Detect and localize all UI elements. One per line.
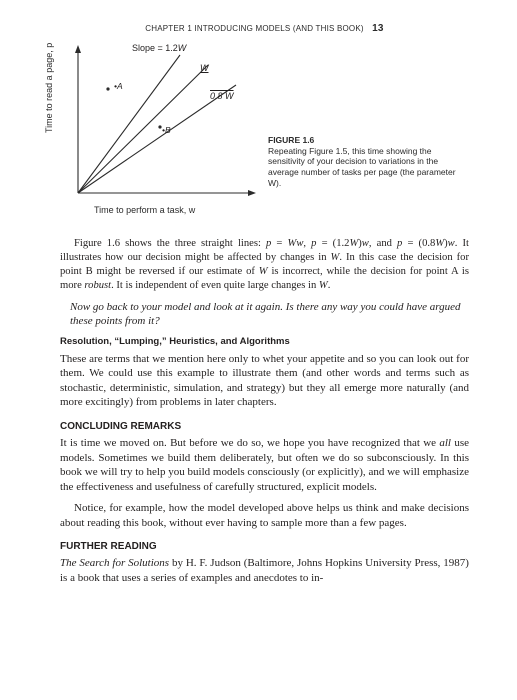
caption-body: Repeating Figure 1.5, this time showing … <box>268 146 456 188</box>
paragraph-3: It is time we moved on. But before we do… <box>60 436 469 494</box>
subhead-resolution: Resolution, “Lumping,” Heuristics, and A… <box>60 336 469 349</box>
caption-head: FIGURE 1.6 <box>268 135 314 145</box>
chart-svg <box>54 41 264 211</box>
slope-label: Slope = 1.2W <box>132 43 186 55</box>
chapter-label: CHAPTER 1 INTRODUCING MODELS (AND THIS B… <box>145 24 363 33</box>
figure-1-6: Slope = 1.2W W 0.8 W •A •B Time to read … <box>60 41 469 227</box>
paragraph-5: The Search for Solutions by H. F. Judson… <box>60 556 469 585</box>
x-axis-label: Time to perform a task, w <box>94 205 195 217</box>
point-a-label: •A <box>114 81 123 92</box>
page: { "runhead":{ "text":"CHAPTER 1 INTRODUC… <box>0 0 517 700</box>
paragraph-1: Figure 1.6 shows the three straight line… <box>60 237 469 293</box>
callout: Now go back to your model and look at it… <box>70 300 469 328</box>
paragraph-2: These are terms that we mention here onl… <box>60 352 469 410</box>
section-concluding: CONCLUDING REMARKS <box>60 420 469 433</box>
section-further-reading: FURTHER READING <box>60 540 469 553</box>
figure-caption: FIGURE 1.6 Repeating Figure 1.5, this ti… <box>268 135 458 188</box>
line-label-0-8w: 0.8 W <box>210 91 234 103</box>
page-number: 13 <box>372 23 384 34</box>
point-b-label: •B <box>162 125 171 136</box>
paragraph-4: Notice, for example, how the model devel… <box>60 501 469 530</box>
line-label-w: W <box>200 63 209 75</box>
y-axis-label: Time to read a page, p <box>44 43 56 133</box>
running-head: CHAPTER 1 INTRODUCING MODELS (AND THIS B… <box>60 22 469 35</box>
